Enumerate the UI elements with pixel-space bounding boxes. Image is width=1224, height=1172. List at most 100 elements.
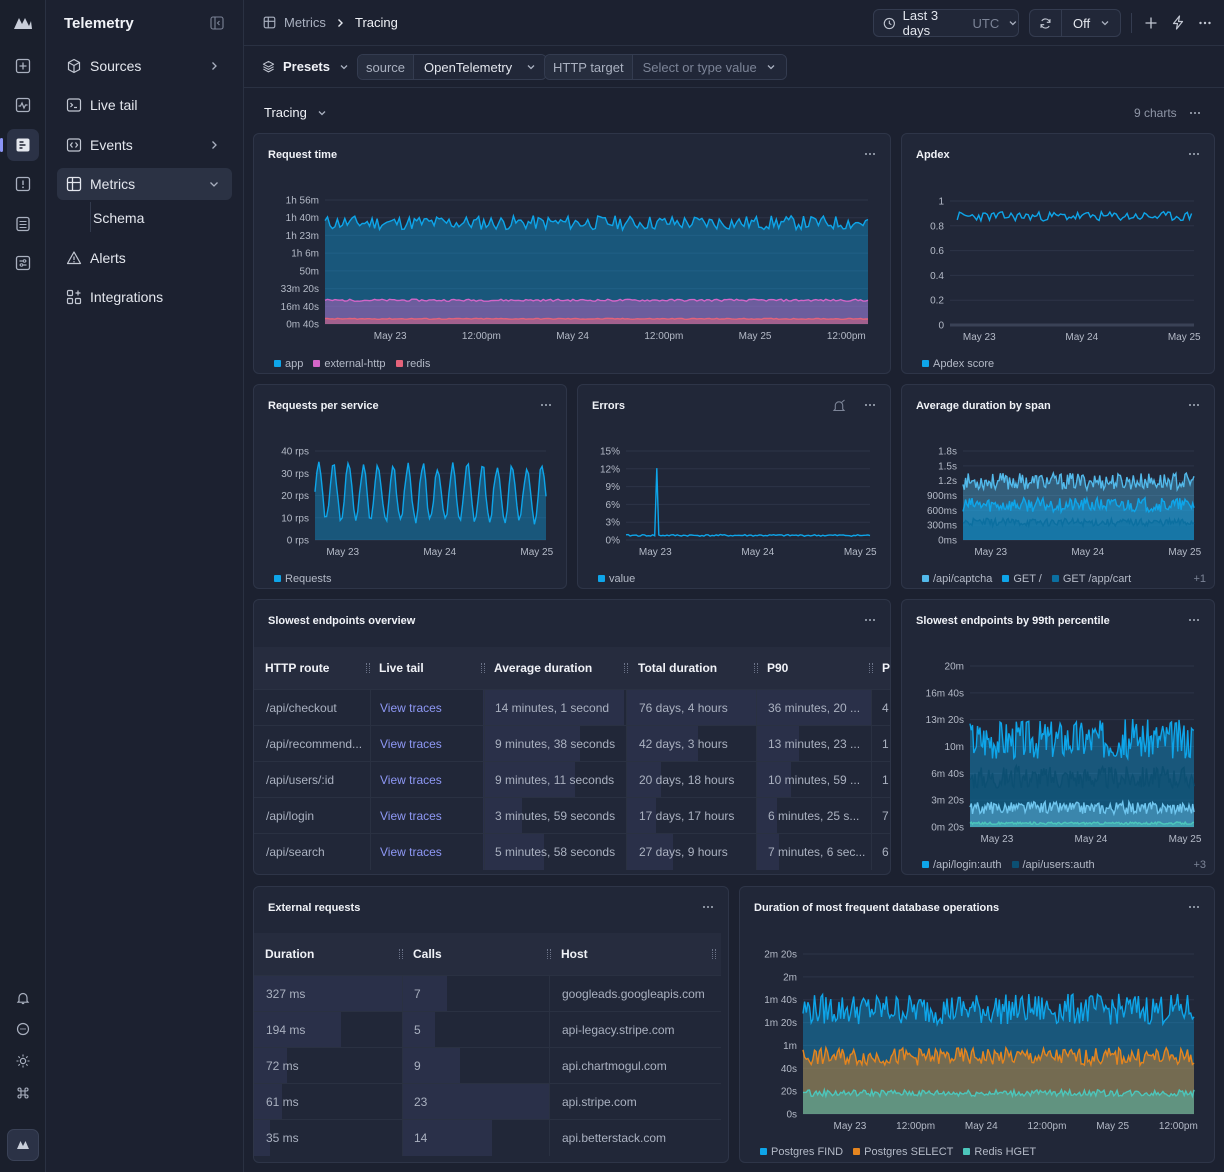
legend-item[interactable]: Apdex score [922, 358, 994, 370]
more-horizontal-icon[interactable] [540, 399, 552, 411]
more-horizontal-icon[interactable] [1188, 399, 1200, 411]
view-traces-link[interactable]: View traces [380, 773, 442, 787]
http-target-filter[interactable]: HTTP target Select or type value [544, 54, 787, 80]
column-header[interactable]: Live tail [379, 661, 424, 675]
view-traces-link[interactable]: View traces [380, 809, 442, 823]
more-horizontal-icon[interactable] [864, 148, 876, 160]
column-header[interactable]: P90 [767, 661, 789, 675]
table-row[interactable]: /api/checkout View traces 14 minutes, 1 se… [254, 689, 890, 726]
sun-icon[interactable] [7, 1045, 39, 1077]
legend-item[interactable]: /api/captcha [922, 573, 992, 585]
column-header[interactable]: Average duration [494, 661, 593, 675]
source-filter-value[interactable]: OpenTelemetry [414, 55, 547, 79]
alert-bell-icon[interactable] [832, 399, 846, 412]
table-header: Duration Calls Host [254, 933, 721, 975]
more-horizontal-icon[interactable] [702, 901, 714, 913]
legend-item[interactable]: Requests [274, 573, 331, 585]
section-toggle[interactable]: Tracing [264, 105, 327, 120]
y-tick-label: 1h 6m [291, 249, 319, 260]
column-resize-handle[interactable] [712, 949, 716, 959]
rail-activity-icon[interactable] [7, 89, 39, 121]
sidebar-item-alerts[interactable]: Alerts [57, 242, 232, 274]
table-row[interactable]: /api/login View traces 3 minutes, 59 secon… [254, 797, 890, 834]
chevron-down-icon [1101, 21, 1109, 26]
sidebar-item-live-tail[interactable]: Live tail [57, 89, 232, 121]
column-header[interactable]: HTTP route [265, 661, 330, 675]
column-header[interactable]: Total duration [638, 661, 718, 675]
table-row[interactable]: 61 ms 23 api.stripe.com [254, 1083, 721, 1120]
legend-item[interactable]: value [598, 573, 635, 585]
plug-icon [66, 289, 82, 305]
series-line [969, 763, 1195, 790]
logo-icon[interactable] [12, 12, 34, 34]
legend-item[interactable]: redis [395, 358, 430, 370]
column-header[interactable]: P9 [882, 661, 891, 675]
rail-telemetry-icon[interactable] [0, 129, 39, 161]
view-traces-link[interactable]: View traces [380, 701, 442, 715]
column-header[interactable]: Calls [413, 947, 442, 961]
lightning-icon[interactable] [1171, 15, 1185, 30]
table-row[interactable]: /api/recommend... View traces 9 minutes, 3… [254, 725, 890, 762]
refresh-button[interactable] [1030, 10, 1062, 36]
table-row[interactable]: 35 ms 14 api.betterstack.com [254, 1119, 721, 1156]
breadcrumb-parent[interactable]: Metrics [284, 15, 326, 30]
presets-dropdown[interactable]: Presets [262, 59, 349, 74]
column-resize-handle[interactable] [481, 663, 485, 673]
more-horizontal-icon[interactable] [864, 399, 876, 411]
column-resize-handle[interactable] [624, 663, 628, 673]
bell-icon[interactable] [7, 982, 39, 1014]
legend-item[interactable]: Postgres FIND [760, 1146, 843, 1158]
legend-item[interactable]: app [274, 358, 303, 370]
sidebar-item-events[interactable]: Events [57, 129, 232, 161]
y-tick-label: 2m [783, 972, 797, 983]
more-horizontal-icon[interactable] [864, 614, 876, 626]
legend-item[interactable]: Postgres SELECT [853, 1146, 953, 1158]
team-avatar[interactable] [7, 1129, 39, 1161]
y-tick-label: 1h 40m [286, 213, 319, 224]
sidebar-item-sources[interactable]: Sources [57, 50, 232, 82]
time-range-picker[interactable]: Last 3 days UTC [873, 8, 1019, 38]
rail-add-icon[interactable] [7, 50, 39, 82]
more-horizontal-icon[interactable] [1188, 901, 1200, 913]
legend-more[interactable]: +1 [1193, 573, 1206, 585]
column-resize-handle[interactable] [547, 949, 551, 959]
table-cell: 42 days, 3 hours [639, 737, 728, 751]
view-traces-link[interactable]: View traces [380, 845, 442, 859]
sidebar-item-schema[interactable]: Schema [93, 210, 145, 226]
legend-item[interactable]: /api/users:auth [1011, 859, 1095, 871]
rail-incident-icon[interactable] [7, 168, 39, 200]
more-horizontal-icon[interactable] [1188, 148, 1200, 160]
table-row[interactable]: 327 ms 7 googleads.googleapis.com [254, 975, 721, 1012]
table-row[interactable]: /api/search View traces 5 minutes, 58 seco… [254, 833, 890, 870]
column-header[interactable]: Host [561, 947, 588, 961]
rail-database-icon[interactable] [7, 208, 39, 240]
table-row[interactable]: 194 ms 5 api-legacy.stripe.com [254, 1011, 721, 1048]
command-icon[interactable] [7, 1077, 39, 1109]
sidebar-item-integrations[interactable]: Integrations [57, 281, 232, 313]
column-resize-handle[interactable] [366, 663, 370, 673]
more-horizontal-icon[interactable] [1188, 614, 1200, 626]
http-target-input[interactable]: Select or type value [632, 55, 786, 79]
table-row[interactable]: /api/users/:id View traces 9 minutes, 11 s… [254, 761, 890, 798]
plus-icon[interactable] [1144, 16, 1158, 30]
legend-item[interactable]: external-http [313, 358, 386, 370]
more-horizontal-icon[interactable] [1198, 17, 1212, 29]
legend-item[interactable]: GET /app/cart [1051, 573, 1131, 585]
column-resize-handle[interactable] [399, 949, 403, 959]
legend-item[interactable]: GET / [1002, 573, 1042, 585]
column-header[interactable]: Duration [265, 947, 315, 961]
column-resize-handle[interactable] [869, 663, 873, 673]
view-traces-link[interactable]: View traces [380, 737, 442, 751]
column-resize-handle[interactable] [754, 663, 758, 673]
legend-more[interactable]: +3 [1193, 859, 1206, 871]
more-horizontal-icon[interactable] [1189, 109, 1201, 117]
source-filter[interactable]: source OpenTelemetry [357, 54, 548, 80]
collapse-sidebar-icon[interactable] [210, 16, 224, 30]
legend-item[interactable]: /api/login:auth [922, 859, 1002, 871]
rail-settings-icon[interactable] [7, 247, 39, 279]
table-row[interactable]: 72 ms 9 api.chartmogul.com [254, 1047, 721, 1084]
chat-icon[interactable] [7, 1013, 39, 1045]
legend-item[interactable]: Redis HGET [963, 1146, 1036, 1158]
sidebar-item-metrics[interactable]: Metrics [57, 168, 232, 200]
refresh-control[interactable]: Off [1029, 9, 1121, 37]
